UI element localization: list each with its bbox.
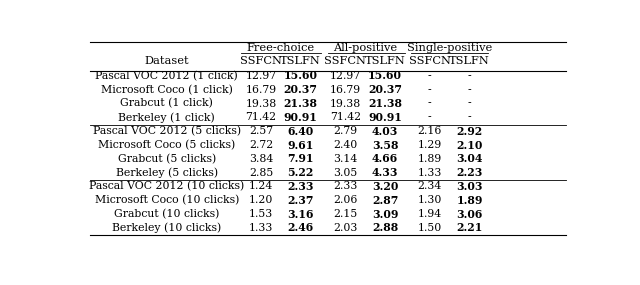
Text: 3.58: 3.58 (372, 140, 398, 150)
Text: 90.91: 90.91 (368, 112, 402, 123)
Text: 3.06: 3.06 (456, 209, 483, 220)
Text: Berkeley (5 clicks): Berkeley (5 clicks) (116, 167, 218, 178)
Text: 1.33: 1.33 (249, 223, 273, 233)
Text: 2.34: 2.34 (417, 182, 442, 192)
Text: 2.15: 2.15 (333, 209, 358, 219)
Text: Pascal VOC 2012 (1 click): Pascal VOC 2012 (1 click) (95, 71, 238, 81)
Text: Berkeley (1 click): Berkeley (1 click) (118, 112, 215, 123)
Text: 21.38: 21.38 (284, 98, 317, 109)
Text: 19.38: 19.38 (330, 99, 361, 109)
Text: SSFCN: SSFCN (324, 56, 366, 66)
Text: All-positive: All-positive (333, 44, 397, 54)
Text: 2.72: 2.72 (249, 140, 273, 150)
Text: 6.40: 6.40 (287, 126, 314, 137)
Text: 3.05: 3.05 (333, 168, 358, 178)
Text: 1.33: 1.33 (417, 168, 442, 178)
Text: Microsoft Coco (1 click): Microsoft Coco (1 click) (101, 85, 233, 95)
Text: 90.91: 90.91 (284, 112, 317, 123)
Text: -: - (428, 85, 431, 95)
Text: 12.97: 12.97 (246, 71, 276, 81)
Text: SSFCN: SSFCN (409, 56, 451, 66)
Text: -: - (428, 99, 431, 109)
Text: 1.53: 1.53 (249, 209, 273, 219)
Text: TSLFN: TSLFN (280, 56, 321, 66)
Text: 2.46: 2.46 (287, 223, 314, 233)
Text: 2.21: 2.21 (456, 223, 483, 233)
Text: 19.38: 19.38 (245, 99, 276, 109)
Text: 3.20: 3.20 (372, 181, 398, 192)
Text: 1.89: 1.89 (417, 154, 442, 164)
Text: 5.22: 5.22 (287, 167, 314, 178)
Text: Pascal VOC 2012 (5 clicks): Pascal VOC 2012 (5 clicks) (93, 126, 241, 136)
Text: 2.10: 2.10 (456, 140, 483, 150)
Text: 2.85: 2.85 (249, 168, 273, 178)
Text: 21.38: 21.38 (368, 98, 402, 109)
Text: 71.42: 71.42 (330, 112, 361, 122)
Text: 1.29: 1.29 (417, 140, 442, 150)
Text: 2.33: 2.33 (333, 182, 358, 192)
Text: Berkeley (10 clicks): Berkeley (10 clicks) (112, 223, 221, 233)
Text: Grabcut (10 clicks): Grabcut (10 clicks) (114, 209, 220, 219)
Text: Single-positive: Single-positive (407, 44, 492, 54)
Text: 3.14: 3.14 (333, 154, 358, 164)
Text: 16.79: 16.79 (246, 85, 276, 95)
Text: 2.23: 2.23 (456, 167, 483, 178)
Text: 2.88: 2.88 (372, 223, 398, 233)
Text: 3.09: 3.09 (372, 209, 398, 220)
Text: 71.42: 71.42 (246, 112, 276, 122)
Text: TSLFN: TSLFN (365, 56, 405, 66)
Text: -: - (468, 99, 471, 109)
Text: 9.61: 9.61 (287, 140, 314, 150)
Text: Grabcut (5 clicks): Grabcut (5 clicks) (118, 154, 216, 164)
Text: SSFCN: SSFCN (240, 56, 282, 66)
Text: 7.91: 7.91 (287, 153, 314, 164)
Text: -: - (468, 71, 471, 81)
Text: 2.79: 2.79 (333, 126, 357, 136)
Text: 1.50: 1.50 (417, 223, 442, 233)
Text: 1.30: 1.30 (417, 195, 442, 205)
Text: 2.87: 2.87 (372, 195, 398, 206)
Text: 2.40: 2.40 (333, 140, 358, 150)
Text: Microsoft Coco (5 clicks): Microsoft Coco (5 clicks) (98, 140, 236, 150)
Text: 20.37: 20.37 (284, 84, 317, 95)
Text: Microsoft Coco (10 clicks): Microsoft Coco (10 clicks) (95, 195, 239, 205)
Text: -: - (468, 85, 471, 95)
Text: 2.03: 2.03 (333, 223, 358, 233)
Text: 3.03: 3.03 (456, 181, 483, 192)
Text: 1.89: 1.89 (456, 195, 483, 206)
Text: 2.16: 2.16 (417, 126, 442, 136)
Text: 2.06: 2.06 (333, 195, 358, 205)
Text: 4.33: 4.33 (372, 167, 398, 178)
Text: 16.79: 16.79 (330, 85, 361, 95)
Text: 1.20: 1.20 (249, 195, 273, 205)
Text: Free-choice: Free-choice (247, 44, 315, 54)
Text: 3.84: 3.84 (249, 154, 273, 164)
Text: Pascal VOC 2012 (10 clicks): Pascal VOC 2012 (10 clicks) (89, 181, 244, 192)
Text: 2.33: 2.33 (287, 181, 314, 192)
Text: 2.92: 2.92 (456, 126, 483, 137)
Text: 4.03: 4.03 (372, 126, 398, 137)
Text: 1.24: 1.24 (249, 182, 273, 192)
Text: 3.04: 3.04 (456, 153, 483, 164)
Text: 20.37: 20.37 (368, 84, 402, 95)
Text: Grabcut (1 click): Grabcut (1 click) (120, 98, 213, 109)
Text: 1.94: 1.94 (418, 209, 442, 219)
Text: 15.60: 15.60 (368, 70, 402, 82)
Text: -: - (468, 112, 471, 122)
Text: 15.60: 15.60 (284, 70, 317, 82)
Text: 2.57: 2.57 (249, 126, 273, 136)
Text: 3.16: 3.16 (287, 209, 314, 220)
Text: -: - (428, 71, 431, 81)
Text: 2.37: 2.37 (287, 195, 314, 206)
Text: TSLFN: TSLFN (449, 56, 490, 66)
Text: 4.66: 4.66 (372, 153, 398, 164)
Text: -: - (428, 112, 431, 122)
Text: 12.97: 12.97 (330, 71, 361, 81)
Text: Dataset: Dataset (145, 56, 189, 66)
